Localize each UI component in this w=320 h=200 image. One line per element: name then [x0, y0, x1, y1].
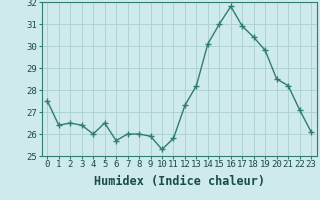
X-axis label: Humidex (Indice chaleur): Humidex (Indice chaleur) — [94, 175, 265, 188]
